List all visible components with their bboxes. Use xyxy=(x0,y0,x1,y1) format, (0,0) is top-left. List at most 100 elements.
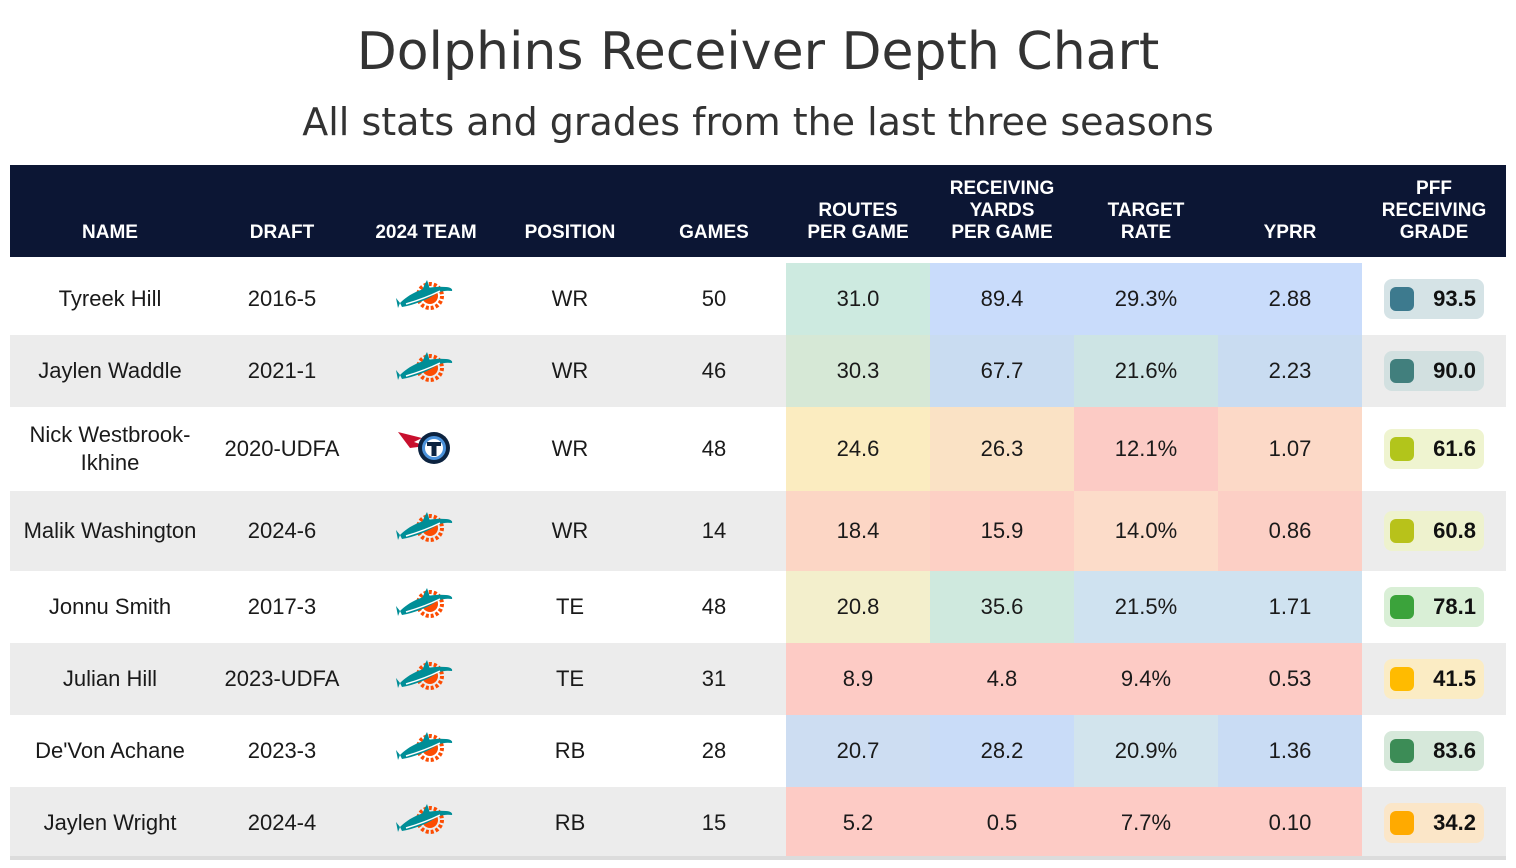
grade-badge: 61.6 xyxy=(1384,429,1484,469)
grade-color-swatch xyxy=(1390,595,1414,619)
grade-color-swatch xyxy=(1390,437,1414,461)
cell-draft: 2024-6 xyxy=(210,491,354,571)
dolphins-logo xyxy=(396,276,456,323)
yards-value: 0.5 xyxy=(986,810,1018,835)
dolphins-logo xyxy=(396,800,456,847)
cell-games: 15 xyxy=(642,787,786,859)
yprr-value: 1.36 xyxy=(1268,738,1312,763)
cell-target: 9.4% xyxy=(1074,643,1218,715)
draft-value: 2024-6 xyxy=(247,518,317,543)
grade-value: 41.5 xyxy=(1433,666,1476,691)
name-value: Tyreek Hill xyxy=(58,286,162,311)
name-value: Jaylen Waddle xyxy=(38,358,182,383)
cell-games: 48 xyxy=(642,571,786,643)
cell-yprr: 2.88 xyxy=(1218,263,1362,335)
routes-value: 18.4 xyxy=(836,518,880,543)
name-value: Julian Hill xyxy=(62,666,158,691)
col-header-draft: DRAFT xyxy=(249,222,315,243)
table-row: Jaylen Waddle 2021-1 WR 46 30.3 67.7 21.6% 2.23… xyxy=(10,335,1506,407)
yprr-value: 0.53 xyxy=(1268,666,1312,691)
cell-yprr: 0.53 xyxy=(1218,643,1362,715)
cell-yards: 35.6 xyxy=(930,571,1074,643)
grade-value: 60.8 xyxy=(1433,518,1476,543)
routes-value: 30.3 xyxy=(836,358,880,383)
table-row: Malik Washington 2024-6 WR 14 18.4 15.9 14.0% 0… xyxy=(10,491,1506,571)
cell-team xyxy=(354,335,498,407)
cell-target: 14.0% xyxy=(1074,491,1218,571)
cell-position: TE xyxy=(498,571,642,643)
col-header-routes: ROUTES PER GAME xyxy=(807,200,909,243)
table-bottom-border xyxy=(10,856,1506,860)
draft-value: 2017-3 xyxy=(247,594,317,619)
cell-draft: 2021-1 xyxy=(210,335,354,407)
cell-position: WR xyxy=(498,491,642,571)
name-value: Jaylen Wright xyxy=(43,810,177,835)
draft-value: 2024-4 xyxy=(247,810,317,835)
cell-yprr: 1.71 xyxy=(1218,571,1362,643)
yards-value: 28.2 xyxy=(980,738,1024,763)
cell-games: 28 xyxy=(642,715,786,787)
games-value: 15 xyxy=(701,810,727,835)
cell-grade: 34.2 xyxy=(1362,787,1506,859)
cell-position: RB xyxy=(498,715,642,787)
draft-value: 2016-5 xyxy=(247,286,317,311)
cell-target: 7.7% xyxy=(1074,787,1218,859)
table-row: Tyreek Hill 2016-5 WR 50 31.0 89.4 29.3% 2.88 93… xyxy=(10,263,1506,335)
target-value: 21.6% xyxy=(1114,358,1178,383)
cell-target: 29.3% xyxy=(1074,263,1218,335)
cell-team xyxy=(354,787,498,859)
cell-games: 14 xyxy=(642,491,786,571)
target-value: 20.9% xyxy=(1114,738,1178,763)
cell-grade: 90.0 xyxy=(1362,335,1506,407)
yprr-value: 2.23 xyxy=(1268,358,1312,383)
cell-position: TE xyxy=(498,643,642,715)
grade-color-swatch xyxy=(1390,811,1414,835)
yprr-value: 1.71 xyxy=(1268,594,1312,619)
cell-routes: 24.6 xyxy=(786,407,930,491)
yprr-value: 0.10 xyxy=(1268,810,1312,835)
cell-routes: 20.8 xyxy=(786,571,930,643)
dolphins-logo xyxy=(396,584,456,631)
dolphins-logo xyxy=(396,348,456,395)
target-value: 12.1% xyxy=(1114,436,1178,461)
grade-color-swatch xyxy=(1390,287,1414,311)
cell-grade: 41.5 xyxy=(1362,643,1506,715)
table-row: Nick Westbrook-Ikhine 2020-UDFA WR 48 24.6 26… xyxy=(10,407,1506,491)
grade-badge: 83.6 xyxy=(1384,731,1484,771)
routes-value: 8.9 xyxy=(842,666,874,691)
chart-title: Dolphins Receiver Depth Chart xyxy=(356,22,1160,82)
grade-value: 90.0 xyxy=(1433,358,1476,383)
routes-value: 24.6 xyxy=(836,436,880,461)
grade-badge: 34.2 xyxy=(1384,803,1484,843)
position-value: TE xyxy=(555,666,585,691)
table-row: Julian Hill 2023-UDFA TE 31 8.9 4.8 9.4% 0.53 41… xyxy=(10,643,1506,715)
cell-yprr: 1.36 xyxy=(1218,715,1362,787)
yards-value: 4.8 xyxy=(986,666,1018,691)
cell-name: Jaylen Wright xyxy=(10,787,210,859)
cell-routes: 5.2 xyxy=(786,787,930,859)
grade-color-swatch xyxy=(1390,667,1414,691)
dolphins-logo xyxy=(396,508,456,555)
games-value: 50 xyxy=(701,286,727,311)
draft-value: 2021-1 xyxy=(247,358,317,383)
cell-team xyxy=(354,715,498,787)
grade-badge: 90.0 xyxy=(1384,351,1484,391)
cell-name: Julian Hill xyxy=(10,643,210,715)
routes-value: 20.8 xyxy=(836,594,880,619)
target-value: 14.0% xyxy=(1114,518,1178,543)
cell-draft: 2023-3 xyxy=(210,715,354,787)
cell-name: Jonnu Smith xyxy=(10,571,210,643)
draft-value: 2023-3 xyxy=(247,738,317,763)
cell-grade: 61.6 xyxy=(1362,407,1506,491)
cell-yprr: 0.86 xyxy=(1218,491,1362,571)
cell-target: 20.9% xyxy=(1074,715,1218,787)
games-value: 48 xyxy=(701,594,727,619)
games-value: 48 xyxy=(701,436,727,461)
grade-badge: 41.5 xyxy=(1384,659,1484,699)
yards-value: 35.6 xyxy=(980,594,1024,619)
cell-routes: 8.9 xyxy=(786,643,930,715)
cell-yards: 15.9 xyxy=(930,491,1074,571)
position-value: WR xyxy=(551,286,589,311)
name-value: De'Von Achane xyxy=(35,738,185,763)
name-value: Malik Washington xyxy=(23,518,197,543)
